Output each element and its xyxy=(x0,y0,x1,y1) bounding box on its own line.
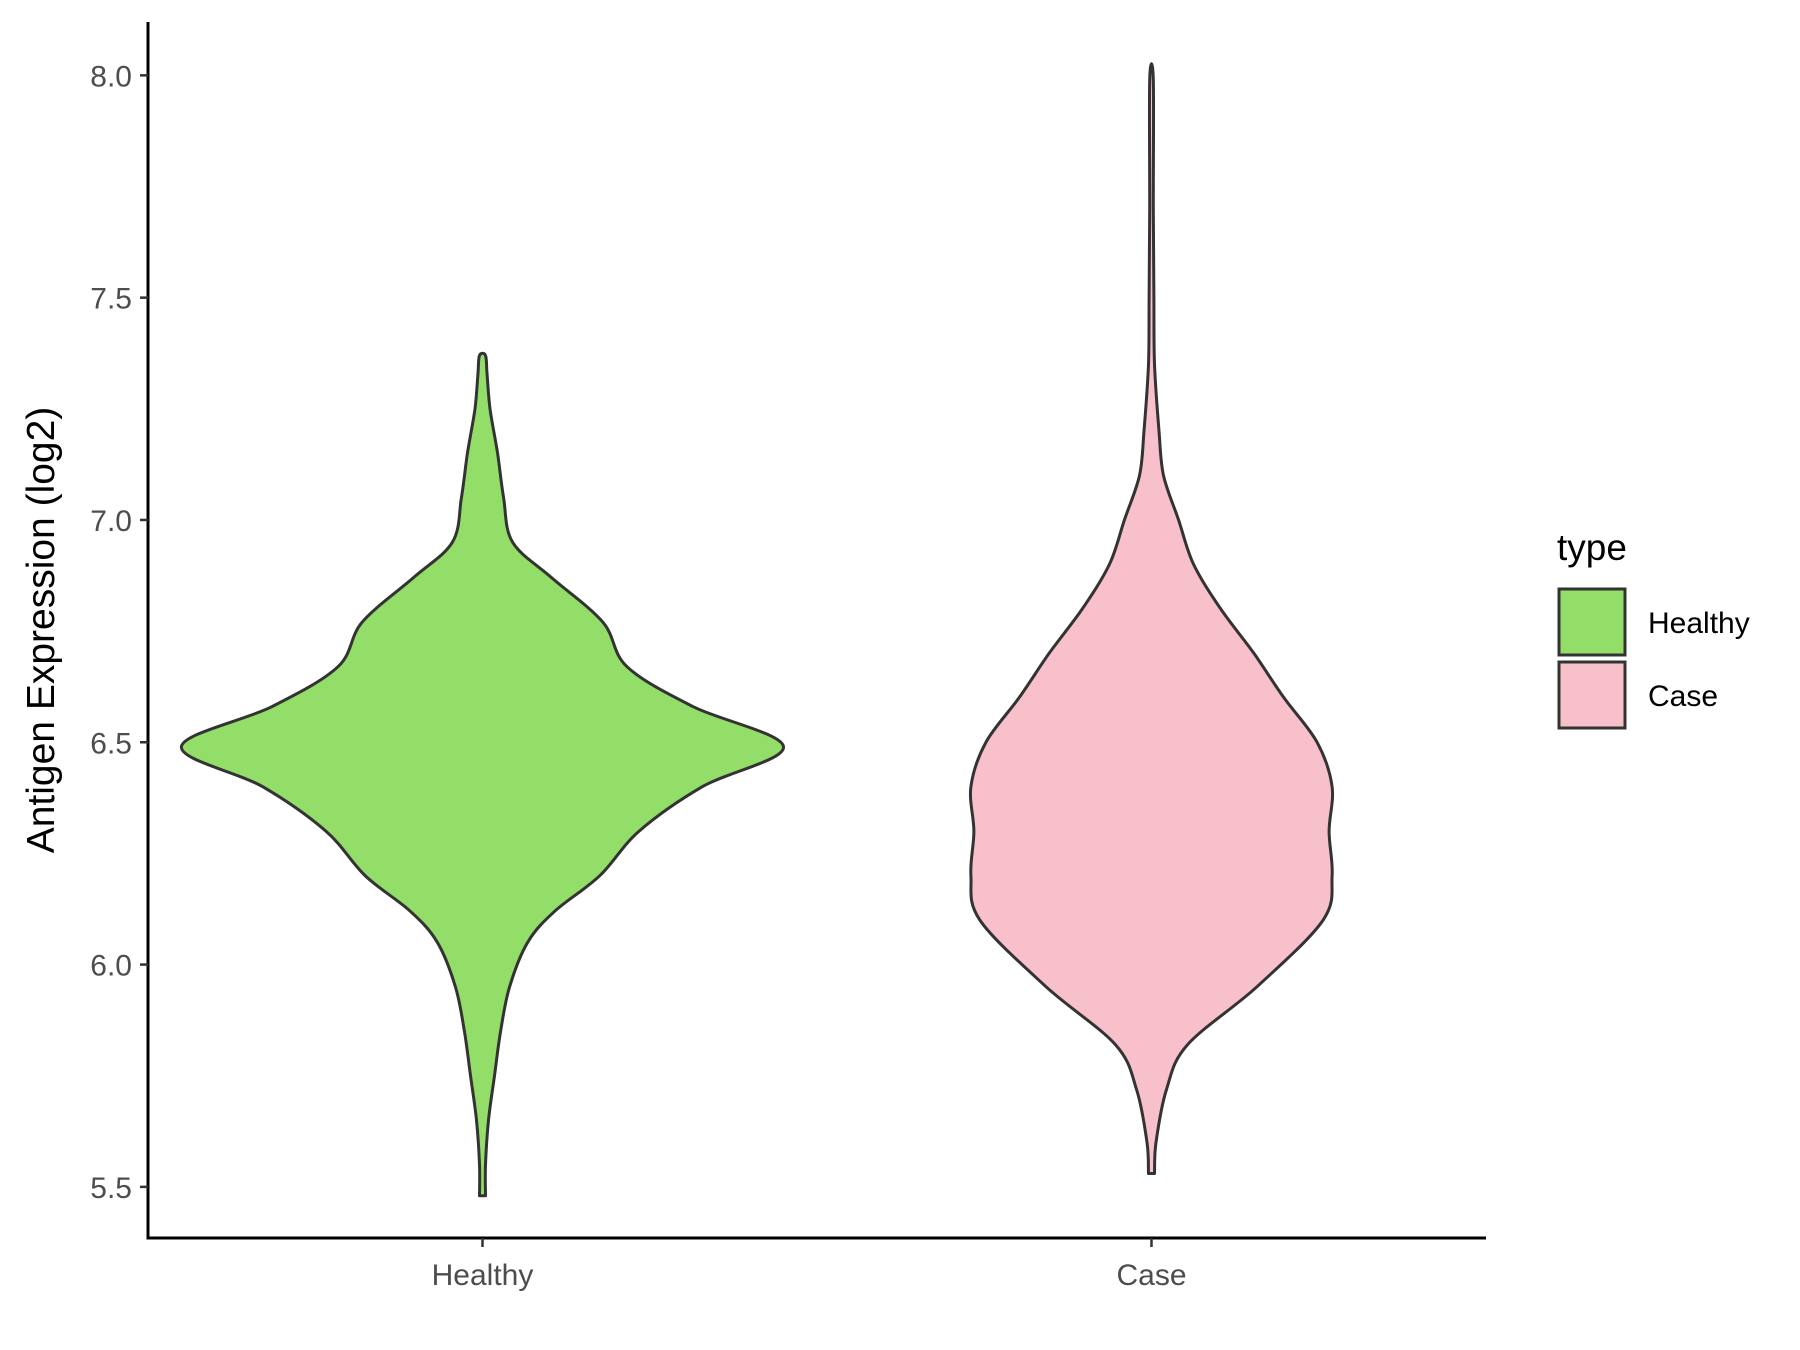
y-tick-label: 7.0 xyxy=(90,505,132,538)
y-tick-label: 5.5 xyxy=(90,1172,132,1205)
legend-swatch-case xyxy=(1557,660,1627,730)
violin-case xyxy=(968,62,1335,1175)
axes: 5.5 6.0 6.5 7.0 7.5 8.0 Healthy Case Antigen E… xyxy=(20,22,1486,1292)
legend-label-healthy: Healthy xyxy=(1648,607,1750,640)
legend-title: type xyxy=(1557,527,1627,568)
violin-healthy xyxy=(179,351,785,1198)
legend-label-case: Case xyxy=(1648,680,1718,713)
legend: type Healthy Case xyxy=(1557,527,1750,730)
x-tick-label: Case xyxy=(1116,1259,1186,1292)
y-tick-label: 6.0 xyxy=(90,950,132,983)
y-ticks: 5.5 6.0 6.5 7.0 7.5 8.0 xyxy=(90,60,148,1205)
x-ticks: Healthy Case xyxy=(432,1238,1187,1292)
y-tick-label: 8.0 xyxy=(90,60,132,93)
legend-items: Healthy Case xyxy=(1557,587,1750,730)
y-tick-label: 6.5 xyxy=(90,727,132,760)
x-tick-label: Healthy xyxy=(432,1259,534,1292)
violin-layer xyxy=(179,62,1335,1198)
y-tick-label: 7.5 xyxy=(90,283,132,316)
legend-swatch-healthy xyxy=(1557,587,1627,657)
y-axis-title: Antigen Expression (log2) xyxy=(20,407,63,854)
